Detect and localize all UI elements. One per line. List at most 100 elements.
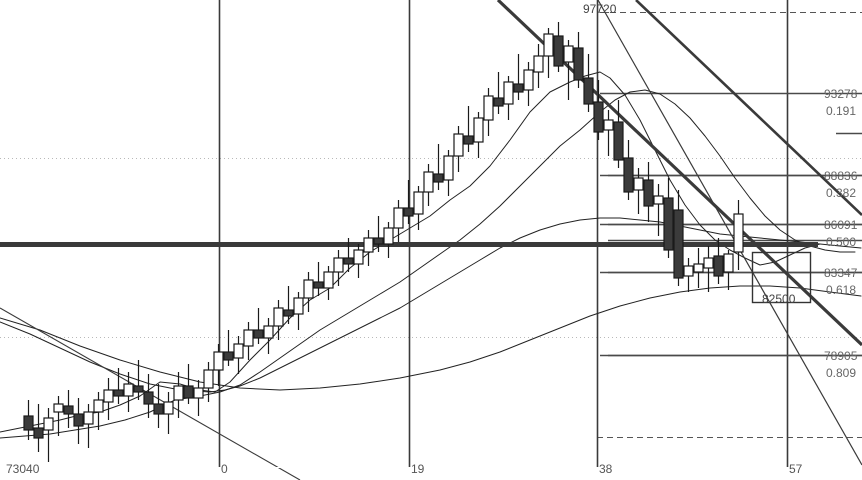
candle[interactable]	[443, 150, 454, 196]
candle[interactable]	[733, 200, 744, 270]
selection-box-rect[interactable]	[751, 251, 812, 304]
selection-box[interactable]	[751, 251, 812, 304]
candle-body-down	[373, 237, 384, 245]
trend-line-downtrend-lower[interactable]	[597, 0, 862, 466]
candle[interactable]	[623, 140, 634, 200]
candle-body-up	[323, 271, 334, 289]
candle[interactable]	[63, 390, 74, 428]
candle[interactable]	[493, 72, 504, 114]
candle[interactable]	[93, 392, 104, 430]
candle[interactable]	[663, 178, 674, 258]
candle[interactable]	[313, 262, 324, 296]
candle[interactable]	[263, 318, 274, 354]
candle-body-up	[503, 81, 514, 105]
fibonacci-levels[interactable]	[600, 11, 862, 357]
candle[interactable]	[563, 40, 574, 100]
candle[interactable]	[533, 44, 544, 88]
candle[interactable]	[153, 384, 164, 428]
trend-line-downtrend-parallel[interactable]	[635, 0, 862, 216]
candle[interactable]	[723, 250, 734, 290]
price-level-label: 83347	[824, 266, 858, 280]
candle-body-up	[633, 177, 644, 191]
candle[interactable]	[603, 110, 614, 156]
candle[interactable]	[123, 372, 134, 412]
candle[interactable]	[523, 62, 534, 106]
candle-body-down	[643, 179, 654, 207]
candle[interactable]	[33, 404, 44, 452]
candle-body-down	[593, 101, 604, 133]
candle[interactable]	[583, 54, 594, 112]
candle[interactable]	[183, 364, 194, 404]
candle[interactable]	[473, 112, 484, 158]
candle-body-up	[383, 227, 394, 245]
candle-body-up	[303, 279, 314, 299]
x-axis-tick-label: 38	[599, 462, 613, 476]
candle-body-up	[543, 33, 554, 57]
candle[interactable]	[633, 168, 644, 214]
candle-body-down	[463, 135, 474, 145]
candle[interactable]	[353, 244, 364, 278]
candle[interactable]	[213, 344, 224, 386]
candle[interactable]	[463, 106, 474, 152]
fibonacci-ratio-label: 0.500	[826, 235, 857, 249]
candle[interactable]	[453, 126, 464, 172]
candle[interactable]	[643, 162, 654, 222]
candle[interactable]	[403, 180, 414, 224]
candle[interactable]	[363, 230, 374, 266]
candle[interactable]	[573, 32, 584, 88]
candle[interactable]	[253, 308, 264, 344]
candle[interactable]	[53, 396, 64, 436]
candle[interactable]	[703, 246, 714, 292]
candle[interactable]	[243, 322, 254, 360]
candle[interactable]	[23, 400, 34, 440]
candle[interactable]	[103, 378, 114, 420]
candle-body-up	[603, 119, 614, 131]
candle[interactable]	[203, 362, 214, 402]
candle-body-up	[193, 387, 204, 399]
candle-body-up	[453, 133, 464, 157]
candle[interactable]	[613, 100, 624, 168]
candle[interactable]	[673, 190, 684, 286]
candle[interactable]	[83, 404, 94, 448]
candle[interactable]	[293, 292, 304, 330]
candle[interactable]	[393, 200, 404, 242]
candle[interactable]	[693, 248, 704, 288]
candle[interactable]	[483, 88, 494, 136]
candle[interactable]	[503, 76, 514, 120]
candle[interactable]	[173, 372, 184, 418]
candle[interactable]	[383, 222, 394, 258]
candle[interactable]	[343, 238, 354, 272]
candle-body-up	[733, 213, 744, 253]
candle[interactable]	[143, 374, 154, 418]
candle[interactable]	[433, 144, 444, 190]
candle[interactable]	[273, 300, 284, 340]
candle[interactable]	[113, 368, 124, 404]
candle[interactable]	[163, 392, 174, 434]
candle[interactable]	[193, 380, 204, 416]
candle-body-down	[623, 157, 634, 193]
chart-annotation-label: 97720	[583, 2, 617, 16]
candle[interactable]	[513, 54, 524, 100]
candle[interactable]	[323, 266, 334, 300]
candle[interactable]	[283, 286, 294, 324]
candle[interactable]	[543, 28, 554, 78]
candle-series[interactable]	[23, 22, 744, 462]
candle[interactable]	[553, 22, 564, 72]
candle[interactable]	[713, 238, 724, 284]
candle[interactable]	[593, 80, 604, 140]
candle-body-up	[363, 237, 374, 253]
candle[interactable]	[133, 360, 144, 400]
candle[interactable]	[333, 250, 344, 286]
candle[interactable]	[413, 186, 424, 230]
candle[interactable]	[423, 164, 434, 206]
candle[interactable]	[373, 216, 384, 252]
candle[interactable]	[223, 330, 234, 366]
candle[interactable]	[683, 258, 694, 292]
candle[interactable]	[303, 272, 314, 312]
candle[interactable]	[73, 398, 84, 444]
candle[interactable]	[653, 184, 664, 236]
candle[interactable]	[43, 408, 54, 462]
candle[interactable]	[233, 336, 244, 374]
